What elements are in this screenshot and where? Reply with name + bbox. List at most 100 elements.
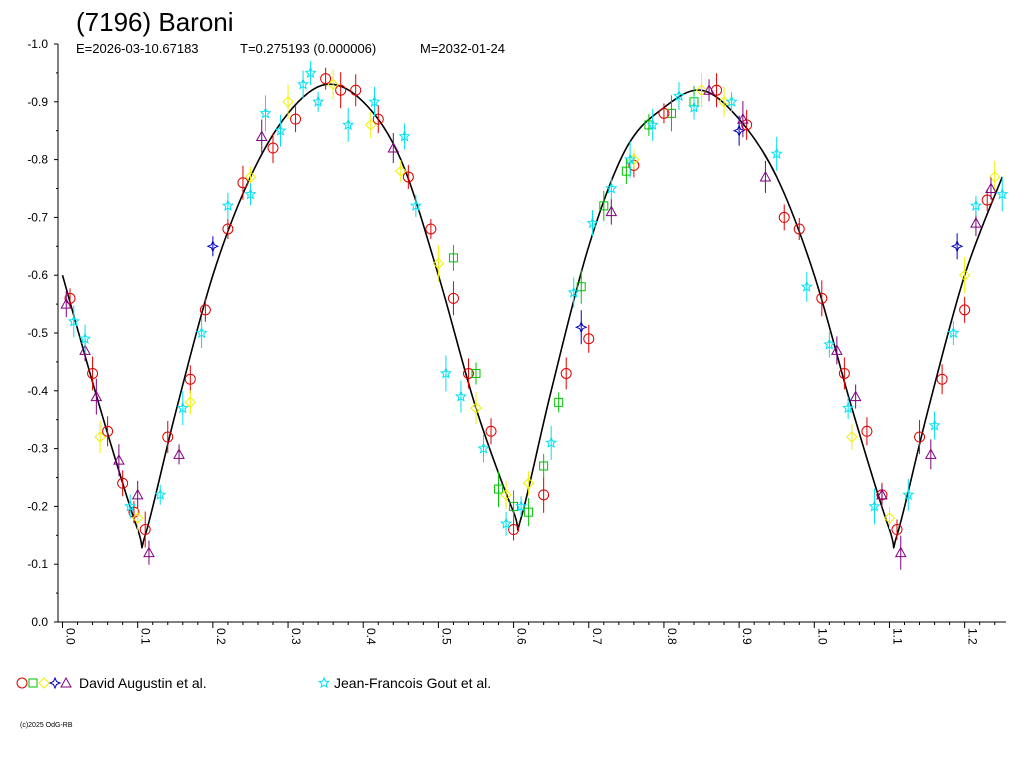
data-point [672, 82, 685, 111]
data-point [868, 488, 881, 525]
data-point [658, 103, 670, 124]
data-point [574, 310, 588, 345]
data-point [936, 364, 948, 395]
data-point [599, 190, 609, 221]
data-point [725, 91, 738, 112]
legend-marker [60, 676, 72, 688]
data-point [67, 305, 80, 338]
data-point [368, 86, 381, 117]
legend-markers-augustin [16, 676, 72, 690]
data-point [928, 411, 941, 440]
data-point [154, 484, 167, 505]
x-tick-label: 1.2 [966, 628, 980, 645]
data-point [567, 277, 580, 308]
x-tick-label: 0.0 [64, 628, 78, 645]
data-point [87, 356, 99, 391]
data-point [448, 244, 458, 271]
data-point [646, 108, 659, 141]
data-point [312, 91, 325, 112]
y-tick-label: -0.3 [27, 442, 48, 456]
data-point [255, 119, 268, 154]
chart-axes: -1.0 -0.9 -0.8 -0.7 -0.6 -0.5 -0.4 -0.3 -0.2 -0.1… [27, 37, 1006, 645]
data-point [778, 204, 790, 231]
data-point [500, 480, 512, 509]
data-point [883, 506, 896, 529]
data-point [950, 233, 964, 260]
data-point [846, 424, 858, 451]
data-point [237, 165, 249, 200]
data-point [199, 297, 211, 322]
data-point [432, 245, 445, 282]
data-point [718, 86, 730, 117]
data-point [624, 141, 637, 178]
data-point [395, 160, 407, 183]
data-point [131, 480, 144, 509]
data-point [793, 217, 805, 240]
y-tick-label: -0.4 [27, 384, 48, 398]
data-point [666, 95, 676, 132]
data-point [79, 324, 92, 353]
legend-label-gout: Jean-Francois Gout et al. [334, 675, 491, 691]
data-point [522, 471, 535, 496]
data-point [439, 355, 452, 392]
data-point [304, 60, 317, 85]
data-point [515, 496, 528, 517]
y-tick-label: -0.2 [27, 499, 48, 513]
y-tick-label: -1.0 [27, 37, 48, 51]
data-point [221, 192, 234, 219]
x-tick-label: 1.0 [815, 628, 829, 645]
data-point [327, 69, 339, 100]
legend-marker [16, 677, 28, 689]
data-point [477, 434, 490, 463]
data-point [605, 177, 618, 200]
data-point [695, 73, 708, 108]
data-point [139, 511, 151, 548]
fit-curve-line [61, 83, 1003, 549]
data-point [539, 453, 549, 478]
data-point [947, 321, 960, 345]
legend-marker [318, 676, 330, 689]
chart-title: (7196) Baroni [76, 7, 234, 37]
data-point [320, 67, 332, 90]
x-tick-label: 0.8 [665, 628, 679, 645]
x-tick-label: 0.5 [439, 628, 453, 645]
marker-shape [60, 676, 72, 688]
y-tick-label: -0.1 [27, 557, 48, 571]
x-tick-label: 0.3 [289, 628, 303, 645]
chart-period: T=0.275193 (0.000006) [240, 41, 376, 56]
y-tick-label: -0.9 [27, 95, 48, 109]
data-point [267, 133, 279, 164]
data-point [398, 123, 411, 150]
data-point [759, 160, 772, 193]
data-point [823, 331, 836, 358]
data-point [849, 384, 862, 409]
data-point [969, 195, 982, 216]
data-point [959, 296, 971, 323]
marker-shape [16, 677, 28, 689]
data-point [914, 420, 926, 455]
data-point [60, 291, 73, 318]
data-point [688, 95, 701, 120]
data-point [538, 476, 550, 513]
data-point [94, 421, 106, 454]
data-point [902, 478, 915, 511]
legend-marker [38, 677, 50, 689]
marker-shape [28, 678, 38, 688]
data-point [583, 324, 595, 353]
x-tick-label: 1.1 [890, 628, 904, 645]
data-point [402, 164, 414, 189]
data-point [290, 106, 302, 133]
x-tick-label: 0.4 [364, 628, 378, 645]
fit-curve [61, 83, 1003, 549]
data-point [838, 357, 850, 390]
data-point [117, 470, 129, 497]
data-point [985, 177, 997, 200]
data-point [554, 392, 564, 413]
data-point [576, 269, 586, 304]
data-point [425, 218, 437, 239]
data-point [350, 74, 362, 107]
chart-mid: M=2032-01-24 [420, 41, 505, 56]
data-point [560, 357, 572, 390]
chart-epoch: E=2026-03-10.67183 [76, 41, 199, 56]
